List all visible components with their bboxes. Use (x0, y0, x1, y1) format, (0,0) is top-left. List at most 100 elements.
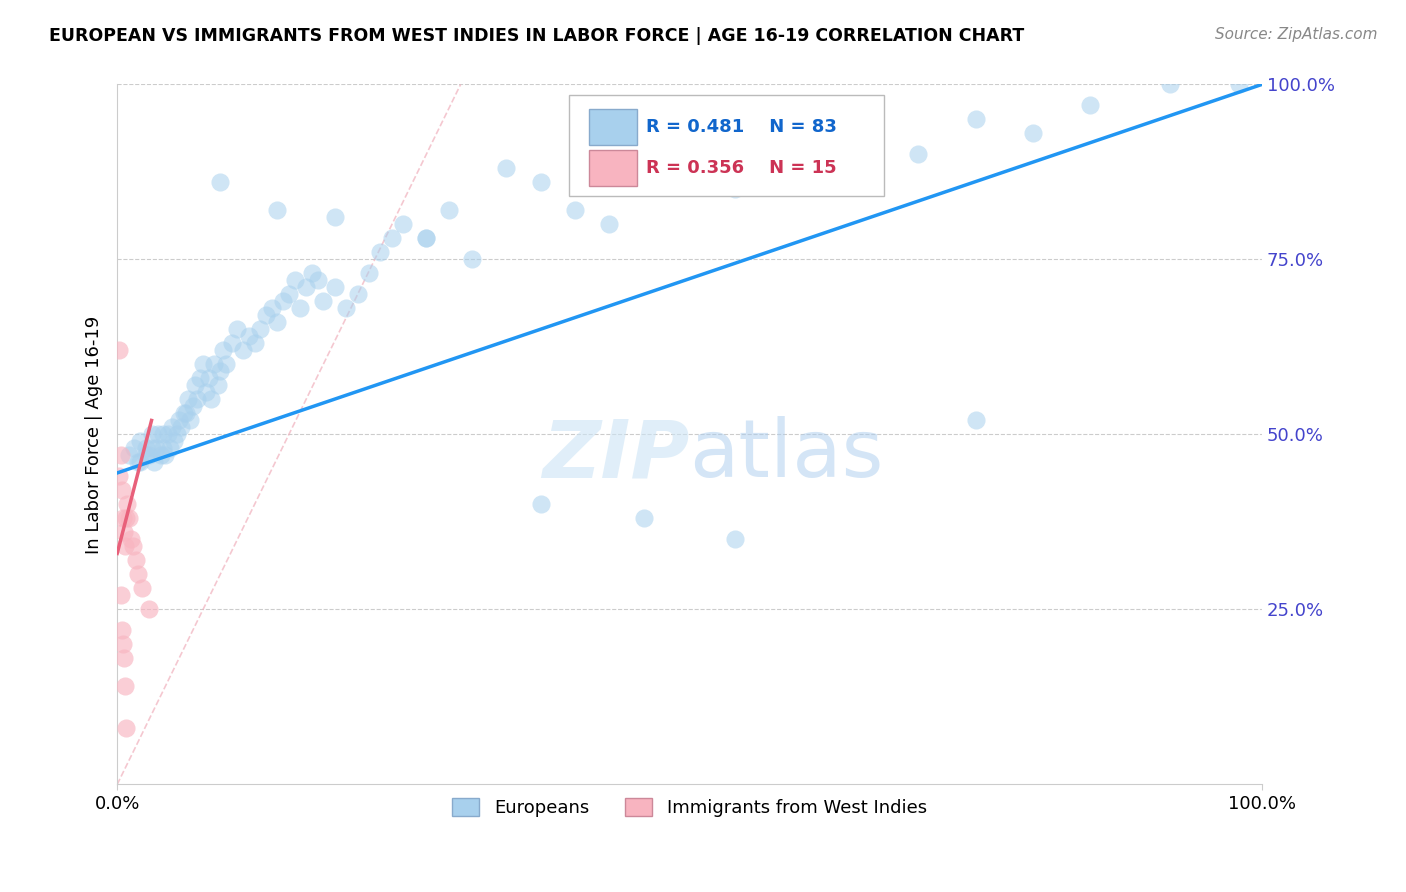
Text: Source: ZipAtlas.com: Source: ZipAtlas.com (1215, 27, 1378, 42)
Point (174, 406, 197, 420)
Point (290, 301, 312, 316)
Point (115, 511, 138, 525)
Point (156, 427, 179, 442)
Point (209, 364, 232, 378)
Point (184, 378, 207, 392)
Point (1022, 127, 1045, 141)
Point (461, 252, 484, 267)
Point (724, 533, 747, 547)
Point (221, 336, 243, 351)
Point (437, 203, 460, 218)
Point (120, 533, 142, 547)
Point (173, 406, 195, 420)
Point (301, 267, 323, 281)
Point (249, 322, 271, 336)
Point (357, 267, 380, 281)
Point (148, 427, 170, 442)
Point (112, 651, 135, 665)
Point (181, 400, 204, 414)
Point (138, 602, 160, 616)
Point (530, 498, 553, 512)
Point (115, 722, 138, 736)
Point (110, 589, 132, 603)
Point (124, 442, 146, 456)
Point (226, 322, 249, 336)
Legend: Europeans, Immigrants from West Indies: Europeans, Immigrants from West Indies (446, 790, 934, 824)
Point (111, 511, 134, 525)
Point (152, 427, 174, 442)
Text: R = 0.481    N = 83: R = 0.481 N = 83 (645, 118, 837, 136)
Point (114, 680, 136, 694)
Point (179, 413, 201, 427)
Point (160, 420, 183, 434)
Point (170, 420, 193, 434)
Point (323, 280, 346, 294)
Point (141, 442, 163, 456)
Point (129, 455, 152, 469)
Point (138, 449, 160, 463)
Point (207, 378, 229, 392)
Point (117, 498, 139, 512)
Point (530, 176, 553, 190)
Point (191, 358, 214, 372)
Point (167, 413, 190, 427)
Point (111, 483, 134, 498)
Y-axis label: In Labor Force | Age 16-19: In Labor Force | Age 16-19 (86, 315, 103, 554)
Point (112, 525, 135, 540)
Point (266, 203, 288, 218)
Point (260, 301, 283, 316)
Point (381, 231, 404, 245)
Point (564, 203, 586, 218)
Point (1227, 78, 1250, 92)
Point (124, 553, 146, 567)
Point (1078, 98, 1101, 112)
Point (277, 287, 299, 301)
Point (392, 218, 415, 232)
Point (204, 358, 226, 372)
Point (495, 161, 517, 176)
Point (243, 336, 266, 351)
Point (211, 343, 233, 358)
Point (195, 385, 218, 400)
Point (965, 112, 987, 127)
Point (346, 287, 368, 301)
Point (127, 567, 149, 582)
Point (131, 582, 153, 596)
Point (415, 231, 437, 245)
Point (152, 442, 174, 456)
Point (724, 182, 747, 196)
Point (633, 511, 655, 525)
Point (907, 147, 929, 161)
Point (254, 309, 277, 323)
Point (159, 442, 181, 456)
Point (232, 343, 254, 358)
Point (122, 540, 145, 554)
Point (166, 427, 188, 442)
Point (209, 176, 232, 190)
Point (1159, 78, 1181, 92)
Point (200, 392, 222, 407)
Point (307, 273, 329, 287)
Point (155, 449, 177, 463)
Text: atlas: atlas (689, 417, 884, 494)
Point (186, 392, 208, 407)
Point (598, 218, 620, 232)
Point (142, 455, 165, 469)
Point (370, 245, 392, 260)
Text: R = 0.356    N = 15: R = 0.356 N = 15 (645, 159, 837, 177)
Point (117, 511, 139, 525)
Point (188, 371, 211, 385)
Text: EUROPEAN VS IMMIGRANTS FROM WEST INDIES IN LABOR FORCE | AGE 16-19 CORRELATION C: EUROPEAN VS IMMIGRANTS FROM WEST INDIES … (49, 27, 1025, 45)
Point (215, 358, 238, 372)
Point (815, 133, 838, 147)
Point (141, 427, 163, 442)
Point (111, 637, 134, 651)
Point (312, 294, 335, 309)
Point (129, 434, 152, 449)
Point (323, 211, 346, 225)
Point (770, 169, 793, 183)
Point (114, 540, 136, 554)
Point (108, 343, 131, 358)
Point (633, 147, 655, 161)
Point (163, 434, 186, 449)
